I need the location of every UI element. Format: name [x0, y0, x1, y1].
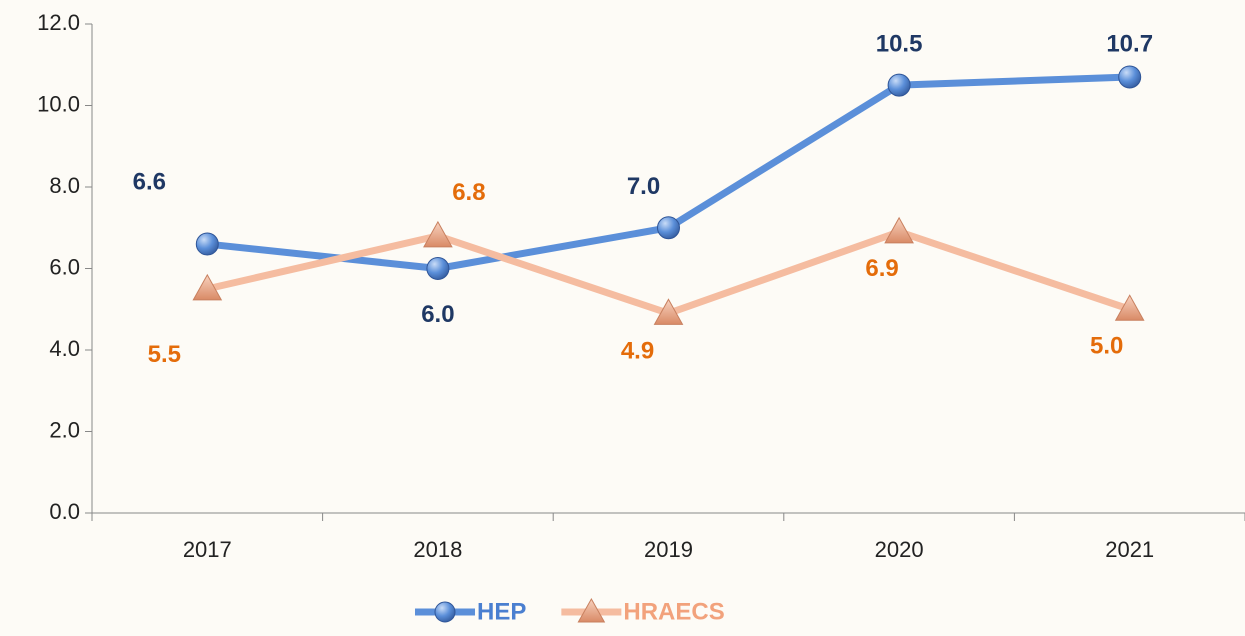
y-tick-label: 0.0 — [49, 499, 80, 524]
y-tick-label: 6.0 — [49, 254, 80, 279]
y-tick-label: 2.0 — [49, 417, 80, 442]
point — [653, 298, 684, 325]
y-tick-label: 4.0 — [49, 336, 80, 361]
data-label: 6.0 — [421, 301, 454, 328]
x-tick-label: 2020 — [875, 537, 924, 562]
x-tick-label: 2019 — [644, 537, 693, 562]
legend-marker — [577, 597, 606, 623]
point — [195, 232, 219, 256]
x-tick-label: 2018 — [413, 537, 462, 562]
data-label: 6.9 — [865, 255, 898, 282]
y-tick-label: 10.0 — [37, 91, 80, 116]
x-tick-label: 2017 — [183, 537, 232, 562]
point — [1114, 294, 1145, 321]
point — [1118, 65, 1142, 89]
legend-label: HRAECS — [623, 598, 724, 625]
y-tick-label: 8.0 — [49, 173, 80, 198]
data-label: 6.6 — [133, 168, 166, 195]
legend-marker — [434, 601, 456, 623]
data-label: 6.8 — [452, 179, 485, 206]
data-label: 5.0 — [1090, 333, 1123, 360]
data-label: 4.9 — [621, 338, 654, 365]
legend-label: HEP — [477, 598, 526, 625]
point — [887, 73, 911, 97]
data-label: 5.5 — [148, 341, 181, 368]
point — [884, 216, 914, 244]
data-label: 7.0 — [627, 173, 660, 200]
point — [657, 216, 680, 240]
point — [192, 273, 223, 301]
point — [426, 257, 450, 280]
point — [423, 220, 453, 248]
data-label: 10.5 — [876, 30, 923, 57]
x-tick-label: 2021 — [1105, 537, 1154, 562]
data-label: 10.7 — [1106, 30, 1153, 57]
y-tick-label: 12.0 — [37, 10, 80, 35]
